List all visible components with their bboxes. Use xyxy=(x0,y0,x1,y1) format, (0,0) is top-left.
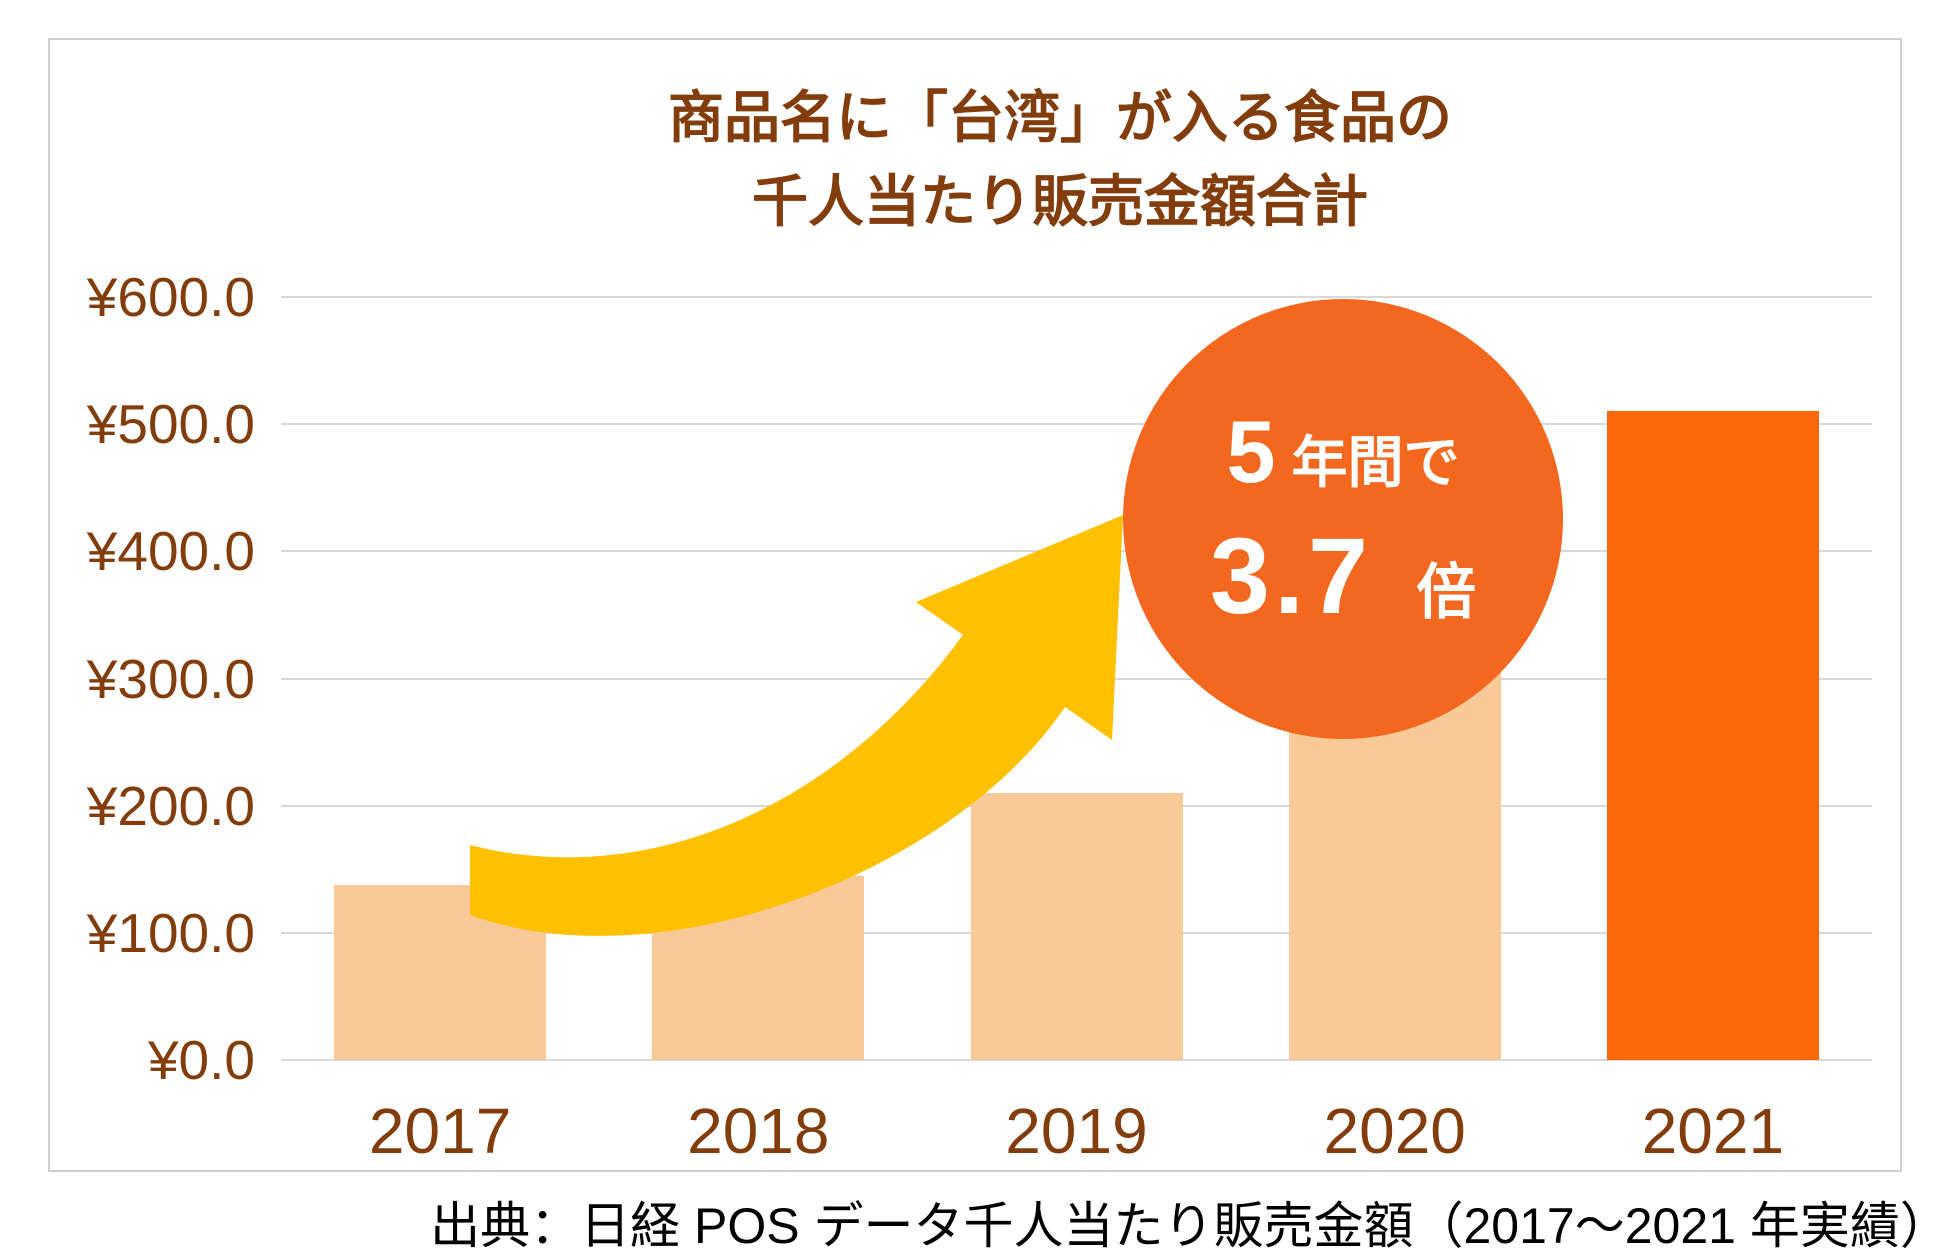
source-caption: 出典：日経 POS データ千人当たり販売金額（2017～2021 年実績） xyxy=(430,1198,1950,1254)
growth-badge: 5 年間で 3.7 倍 xyxy=(1123,299,1563,739)
chart-title: 商品名に「台湾」が入る食品の 千人当たり販売金額合計 xyxy=(460,76,1660,244)
growth-badge-line-2: 3.7 倍 xyxy=(1210,522,1476,630)
growth-badge-multiplier: 3.7 xyxy=(1209,515,1373,636)
chart-title-line-1: 商品名に「台湾」が入る食品の xyxy=(668,86,1452,149)
growth-badge-years: 5 xyxy=(1226,402,1276,501)
growth-badge-years-label: 年間で xyxy=(1291,431,1460,494)
growth-badge-multiplier-label: 倍 xyxy=(1416,559,1477,626)
chart-title-line-2: 千人当たり販売金額合計 xyxy=(752,170,1368,233)
growth-badge-line-1: 5 年間で xyxy=(1227,408,1460,496)
